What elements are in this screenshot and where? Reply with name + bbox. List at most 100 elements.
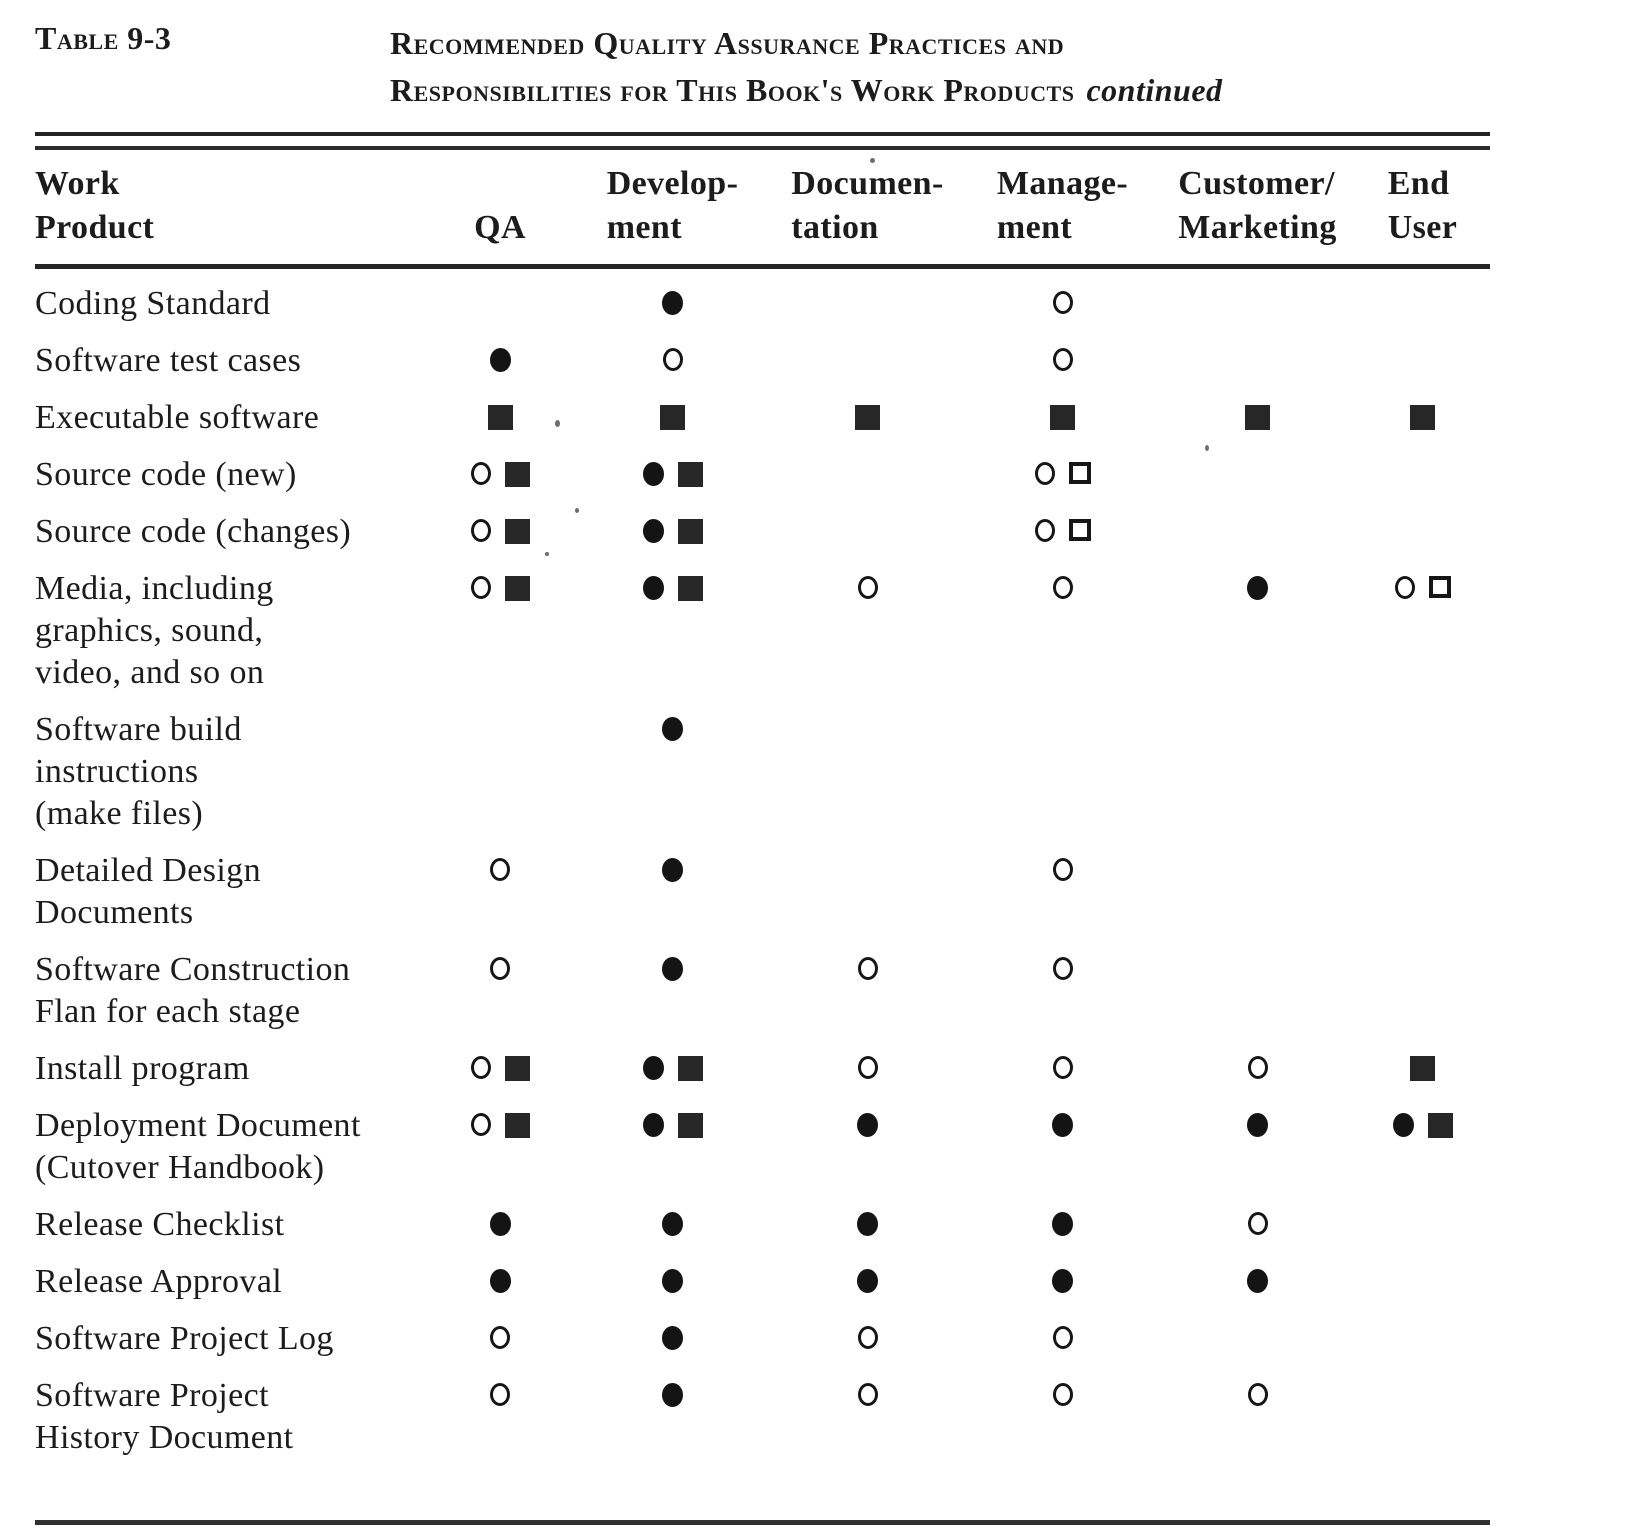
- row-label: Install program: [35, 1050, 250, 1087]
- cell-customer-marketing: [1160, 1261, 1355, 1303]
- cell-development: [575, 454, 770, 496]
- filled-circle-icon: [662, 957, 683, 981]
- open-circle-icon: [470, 462, 491, 485]
- open-circle-icon: [857, 957, 878, 980]
- filled-circle-icon: [489, 1212, 511, 1236]
- row-label: Source code (new): [35, 456, 297, 493]
- row-label: Deployment Document (Cutover Handbook): [35, 1107, 361, 1186]
- header-label-documentation: Documen- tation: [791, 165, 944, 246]
- table-row: Coding Standard: [35, 283, 1490, 325]
- cell-development: [575, 1261, 770, 1303]
- scan-speck: [555, 420, 560, 427]
- scan-speck: [870, 158, 875, 163]
- table-top-rule: [35, 132, 1490, 150]
- header-col-documentation: Documen- tation: [770, 162, 965, 250]
- cell-development: [575, 1048, 770, 1090]
- open-circle-icon: [1052, 1056, 1073, 1079]
- filled-square-icon: [487, 405, 513, 430]
- table-row: Detailed Design Documents: [35, 850, 1490, 934]
- table-row: Software Project History Document: [35, 1375, 1490, 1459]
- open-circle-icon: [490, 1326, 510, 1349]
- open-square-icon: [1068, 519, 1091, 541]
- cell-qa: [425, 850, 575, 934]
- cell-development: [575, 397, 770, 439]
- table-row: Source code (new): [35, 454, 1490, 496]
- open-square-icon: [1068, 462, 1091, 484]
- cell-end-user: [1355, 454, 1490, 496]
- filled-circle-icon: [662, 291, 683, 315]
- cell-documentation: [770, 1375, 965, 1459]
- cell-documentation: [770, 568, 965, 694]
- open-circle-icon: [1034, 519, 1055, 542]
- row-label: Software Project History Document: [35, 1377, 294, 1456]
- open-circle-icon: [470, 1113, 491, 1136]
- row-label: Media, including graphics, sound, video,…: [35, 570, 274, 691]
- cell-end-user: [1355, 1375, 1490, 1459]
- table-row: Executable software: [35, 397, 1490, 439]
- row-label: Software Construction Flan for each stag…: [35, 951, 351, 1030]
- cell-qa: [425, 1261, 575, 1303]
- filled-circle-icon: [857, 1113, 878, 1137]
- open-circle-icon: [1052, 957, 1073, 980]
- open-circle-icon: [1052, 576, 1073, 599]
- filled-circle-icon: [1247, 1113, 1268, 1137]
- filled-square-icon: [660, 405, 685, 430]
- cell-qa: [425, 1105, 575, 1189]
- cell-development: [575, 568, 770, 694]
- table-row: Software build instructions (make files): [35, 709, 1490, 835]
- cell-management: [965, 340, 1160, 382]
- cell-management: [965, 511, 1160, 553]
- open-circle-icon: [1247, 1212, 1268, 1235]
- open-circle-icon: [1052, 291, 1073, 314]
- row-label: Software build instructions (make files): [35, 711, 242, 832]
- filled-circle-icon: [1392, 1113, 1414, 1137]
- filled-circle-icon: [1052, 1269, 1073, 1293]
- table-row: Deployment Document (Cutover Handbook): [35, 1105, 1490, 1189]
- cell-customer-marketing: [1160, 850, 1355, 934]
- header-col-qa: QA: [425, 206, 575, 250]
- cell-qa: [425, 340, 575, 382]
- scanned-page: Table 9-3 Recommended Quality Assurance …: [35, 20, 1490, 1525]
- cell-end-user: [1355, 340, 1490, 382]
- filled-circle-icon: [662, 717, 683, 741]
- cell-development: [575, 709, 770, 835]
- open-square-icon: [1428, 576, 1451, 598]
- cell-documentation: [770, 1048, 965, 1090]
- scan-speck: [575, 508, 579, 513]
- open-circle-icon: [470, 1056, 491, 1079]
- scan-speck: [1205, 445, 1209, 451]
- cell-qa: [425, 1048, 575, 1090]
- open-circle-icon: [857, 1383, 878, 1406]
- header-work-product: Work Product: [35, 162, 425, 250]
- open-circle-icon: [470, 576, 491, 599]
- open-circle-icon: [470, 519, 491, 542]
- table-row: Install program: [35, 1048, 1490, 1090]
- cell-end-user: [1355, 568, 1490, 694]
- header-label-management: Manage- ment: [996, 165, 1129, 246]
- table-row: Software Project Log: [35, 1318, 1490, 1360]
- filled-circle-icon: [642, 519, 664, 543]
- row-label: Release Checklist: [35, 1206, 285, 1243]
- cell-customer-marketing: [1160, 568, 1355, 694]
- table-header-row: Work Product QA Develop- ment Documen- tati…: [35, 150, 1490, 264]
- header-label-development: Develop- ment: [606, 165, 739, 246]
- cell-customer-marketing: [1160, 340, 1355, 382]
- filled-square-icon: [1427, 1113, 1453, 1138]
- filled-square-icon: [1050, 405, 1075, 430]
- cell-end-user: [1355, 283, 1490, 325]
- cell-management: [965, 568, 1160, 694]
- cell-development: [575, 1375, 770, 1459]
- cell-end-user: [1355, 1105, 1490, 1189]
- cell-documentation: [770, 511, 965, 553]
- filled-square-icon: [504, 1056, 530, 1081]
- cell-management: [965, 397, 1160, 439]
- cell-customer-marketing: [1160, 283, 1355, 325]
- filled-circle-icon: [1052, 1212, 1073, 1236]
- cell-customer-marketing: [1160, 949, 1355, 1033]
- cell-development: [575, 1318, 770, 1360]
- open-circle-icon: [1247, 1056, 1268, 1079]
- open-circle-icon: [662, 348, 683, 371]
- header-label-end-user: End User: [1387, 165, 1458, 246]
- scan-speck: [545, 552, 549, 556]
- table-row: Media, including graphics, sound, video,…: [35, 568, 1490, 694]
